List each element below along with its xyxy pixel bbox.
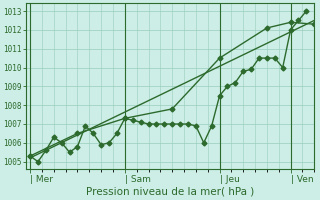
X-axis label: Pression niveau de la mer( hPa ): Pression niveau de la mer( hPa ) [86, 187, 254, 197]
